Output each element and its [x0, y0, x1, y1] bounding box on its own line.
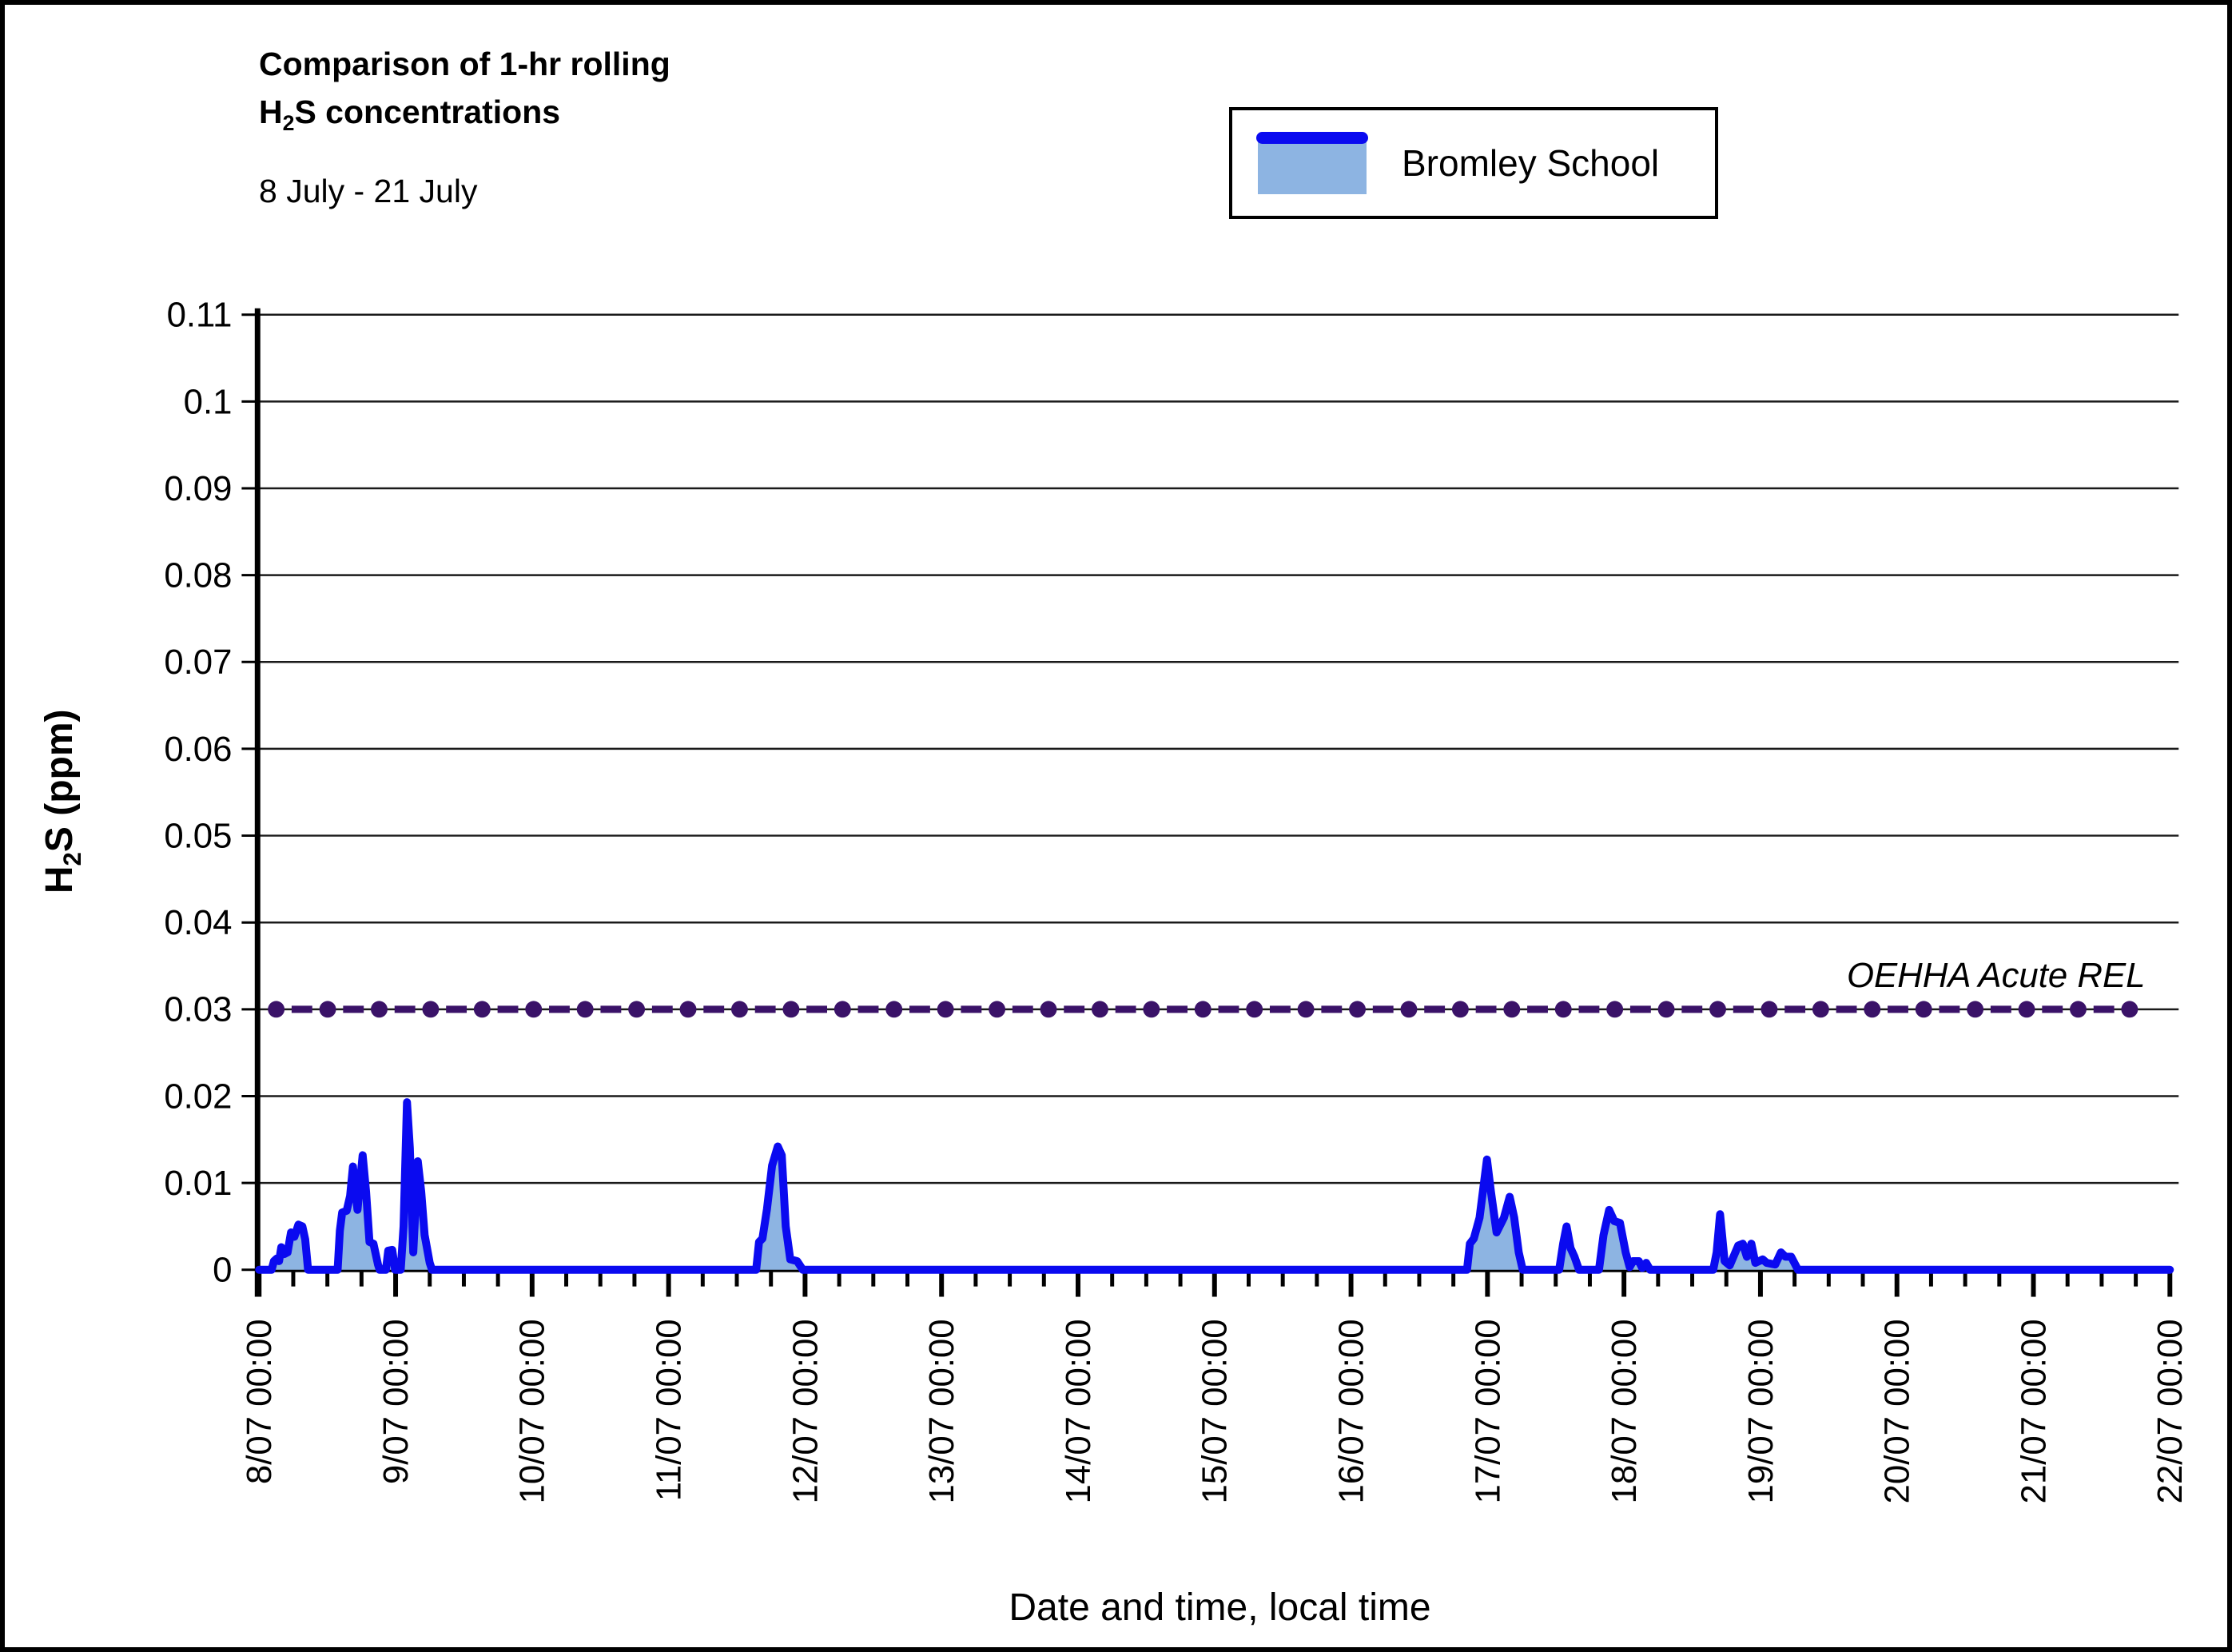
- legend-swatch-fill: [1258, 141, 1367, 194]
- series-area-fill: [259, 1102, 2170, 1270]
- legend-swatch-line: [1256, 132, 1368, 144]
- x-tick-label: 16/07 00:00: [1331, 1319, 1371, 1503]
- rel-marker: [679, 1001, 697, 1018]
- x-tick-label: 11/07 00:00: [650, 1319, 689, 1501]
- chart-title-line1: Comparison of 1-hr rolling: [259, 46, 670, 82]
- chart-subtitle: 8 July - 21 July: [259, 173, 478, 210]
- y-tick-label: 0.01: [164, 1164, 232, 1203]
- legend: Bromley School: [1229, 107, 1718, 219]
- rel-marker: [937, 1001, 954, 1018]
- chart-title-line2: H2S concentrations: [259, 94, 561, 136]
- rel-marker: [1091, 1001, 1108, 1018]
- rel-marker: [422, 1001, 440, 1018]
- rel-marker: [1915, 1001, 1932, 1018]
- rel-marker: [1967, 1001, 1984, 1018]
- subscript-2: 2: [282, 111, 295, 136]
- rel-marker: [1040, 1001, 1057, 1018]
- series-line: [255, 1098, 2174, 1274]
- x-tick-label: 10/07 00:00: [513, 1319, 552, 1503]
- rel-marker: [371, 1001, 388, 1018]
- y-tick-label: 0: [213, 1251, 232, 1290]
- rel-marker: [1709, 1001, 1726, 1018]
- x-tick-label: 14/07 00:00: [1059, 1319, 1098, 1503]
- chart-title-block: Comparison of 1-hr rolling H2S concentra…: [259, 40, 670, 210]
- rel-marker: [2121, 1001, 2139, 1018]
- rel-marker: [731, 1001, 748, 1018]
- rel-marker: [834, 1001, 851, 1018]
- y-tick-label: 0.1: [184, 382, 233, 421]
- rel-marker: [1400, 1001, 1418, 1018]
- y-tick-label: 0.05: [164, 816, 232, 855]
- x-tick-label: 20/07 00:00: [1878, 1319, 1917, 1503]
- y-tick-label: 0.04: [164, 903, 232, 942]
- rel-marker: [628, 1001, 646, 1018]
- rel-marker: [1246, 1001, 1263, 1018]
- x-tick-label: 17/07 00:00: [1468, 1319, 1507, 1503]
- rel-marker: [1451, 1001, 1469, 1018]
- y-tick-label: 0.02: [164, 1077, 232, 1116]
- rel-marker: [576, 1001, 594, 1018]
- rel-marker: [1657, 1001, 1675, 1018]
- rel-label: OEHHA Acute REL: [1847, 956, 2146, 995]
- rel-marker: [1606, 1001, 1624, 1018]
- x-tick-label: 19/07 00:00: [1741, 1319, 1780, 1503]
- y-tick-label: 0.08: [164, 556, 232, 595]
- rel-marker: [319, 1001, 336, 1018]
- x-tick-label: 8/07 00:00: [240, 1319, 279, 1484]
- legend-label: Bromley School: [1402, 142, 1660, 184]
- subscript-2: 2: [58, 852, 86, 866]
- rel-marker: [1297, 1001, 1315, 1018]
- rel-marker: [1864, 1001, 1881, 1018]
- rel-marker: [1554, 1001, 1572, 1018]
- y-axis-title: H2S (ppm): [38, 709, 86, 894]
- rel-marker: [885, 1001, 903, 1018]
- rel-marker: [473, 1001, 491, 1018]
- rel-marker: [1143, 1001, 1160, 1018]
- rel-marker: [1812, 1001, 1829, 1018]
- y-tick-label: 0.03: [164, 990, 232, 1029]
- x-tick-label: 18/07 00:00: [1605, 1319, 1644, 1503]
- y-tick-label: 0.07: [164, 643, 232, 682]
- rel-marker: [989, 1001, 1006, 1018]
- rel-marker: [268, 1001, 285, 1018]
- x-tick-label: 22/07 00:00: [2150, 1319, 2190, 1503]
- legend-swatch-area-icon: [1256, 132, 1368, 194]
- x-tick-label: 15/07 00:00: [1196, 1319, 1235, 1503]
- y-tick-label: 0.09: [164, 469, 232, 508]
- x-tick-label: 13/07 00:00: [922, 1319, 961, 1503]
- y-tick-label: 0.11: [167, 296, 233, 335]
- y-tick-label: 0.06: [164, 730, 232, 769]
- x-tick-label: 9/07 00:00: [376, 1319, 416, 1484]
- rel-marker: [1194, 1001, 1211, 1018]
- rel-marker: [2018, 1001, 2035, 1018]
- rel-marker: [1503, 1001, 1521, 1018]
- x-axis-title: Date and time, local time: [1009, 1586, 1431, 1629]
- rel-marker: [1349, 1001, 1366, 1018]
- x-tick-label: 21/07 00:00: [2014, 1319, 2053, 1503]
- rel-marker: [1761, 1001, 1778, 1018]
- x-tick-label: 12/07 00:00: [786, 1319, 825, 1503]
- rel-marker: [525, 1001, 543, 1018]
- rel-marker: [782, 1001, 800, 1018]
- rel-marker: [2070, 1001, 2087, 1018]
- h2s-area-chart: 0 0.01 0.02 0.03 0.04 0.05 0.06 0.07 0.08 0.09 0.1…: [164, 296, 2190, 1504]
